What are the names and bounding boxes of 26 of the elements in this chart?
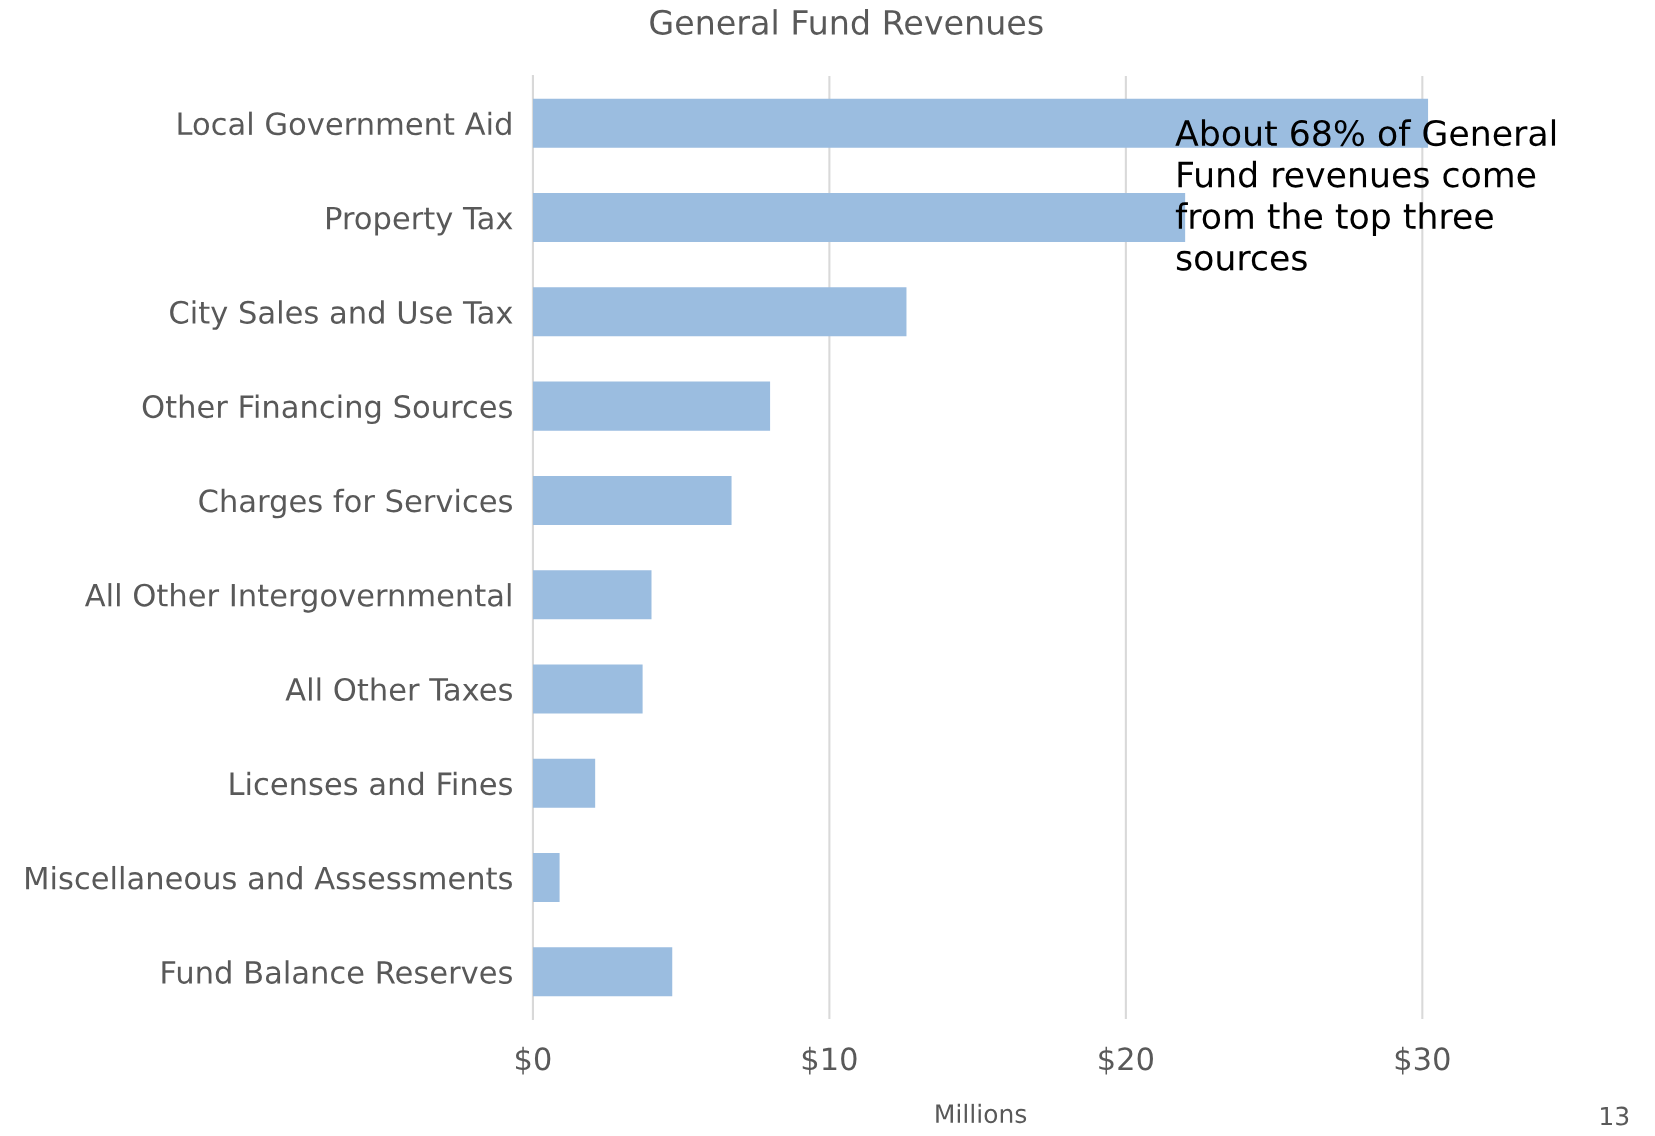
bar bbox=[532, 853, 560, 903]
bar bbox=[532, 664, 643, 714]
y-tick-label: Charges for Services bbox=[199, 488, 512, 519]
bar bbox=[532, 570, 652, 620]
x-tick-label: $0 bbox=[516, 1046, 551, 1075]
bar bbox=[532, 475, 732, 525]
y-tick-label: Licenses and Fines bbox=[230, 771, 512, 796]
y-tick-label: Other Financing Sources bbox=[142, 394, 512, 425]
annotation: About 68% of General Fund revenues come from the top three sources bbox=[1175, 119, 1556, 271]
x-axis-title: Millions bbox=[936, 1103, 1027, 1124]
chart-title: General Fund Revenues bbox=[650, 9, 1043, 35]
bar bbox=[532, 381, 771, 431]
y-tick-label: Property Tax bbox=[327, 206, 513, 236]
bar bbox=[532, 287, 907, 337]
y-tick-label: All Other Intergovernmental bbox=[84, 583, 511, 613]
x-tick-label: $10 bbox=[802, 1046, 857, 1075]
x-tick-label: $30 bbox=[1395, 1046, 1450, 1075]
y-tick-label: Fund Balance Reserves bbox=[162, 960, 512, 984]
y-tick-label: All Other Taxes bbox=[285, 677, 512, 702]
bar bbox=[532, 758, 596, 808]
x-tick-label: $20 bbox=[1099, 1046, 1153, 1075]
y-tick-label: Local Government Aid bbox=[178, 111, 511, 136]
bar bbox=[532, 947, 673, 997]
text: 13 bbox=[1601, 1106, 1629, 1126]
y-tick-label: Miscellaneous and Assessments bbox=[26, 865, 512, 890]
y-tick-label: City Sales and Use Tax bbox=[170, 300, 513, 330]
